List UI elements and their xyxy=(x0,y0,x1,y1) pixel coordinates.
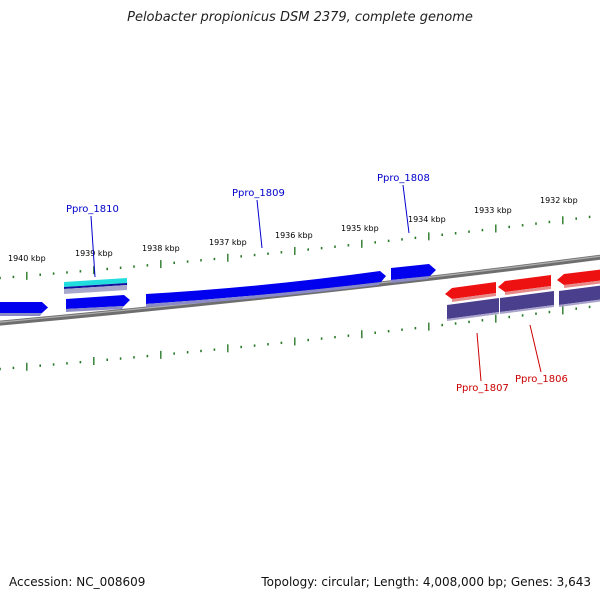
gene-ppro-1809[interactable] xyxy=(146,271,386,307)
gene-labels: Ppro_1810 Ppro_1809 Ppro_1808 Ppro_1807 … xyxy=(66,173,568,394)
gene-label-ppro-1806[interactable]: Ppro_1806 xyxy=(515,374,568,385)
forward-genes xyxy=(0,264,436,316)
genome-title: Pelobacter propionicus DSM 2379, complet… xyxy=(127,10,473,25)
gene-ppro-1807[interactable] xyxy=(445,282,499,321)
kbp-label: 1940 kbp xyxy=(8,254,46,263)
accession-label: Accession: NC_008609 xyxy=(9,575,146,589)
leader-line xyxy=(90,215,96,278)
gene-ppro-1810[interactable] xyxy=(66,295,130,312)
kbp-label: 1935 kbp xyxy=(341,224,379,233)
gene-ppro-1806[interactable] xyxy=(498,275,554,314)
gene-label-ppro-1810[interactable]: Ppro_1810 xyxy=(66,204,119,215)
reverse-genes xyxy=(445,269,600,321)
genome-summary: Topology: circular; Length: 4,008,000 bp… xyxy=(261,575,591,589)
kbp-label: 1932 kbp xyxy=(540,196,578,205)
leader-line xyxy=(476,332,482,382)
kbp-label: 1936 kbp xyxy=(275,231,313,240)
gene-ppro-1810-rna[interactable] xyxy=(64,278,127,294)
leader-line xyxy=(256,199,263,249)
kbp-label: 1933 kbp xyxy=(474,206,512,215)
gene-leader-lines xyxy=(90,184,542,382)
kbp-label: 1938 kbp xyxy=(142,244,180,253)
leader-line xyxy=(529,324,542,373)
gene-ppro-1808[interactable] xyxy=(391,264,436,283)
kbp-label: 1937 kbp xyxy=(209,238,247,247)
outer-tick-ruler xyxy=(0,215,591,280)
gene-arrow-reverse[interactable] xyxy=(557,269,600,307)
gene-arrow-forward[interactable] xyxy=(0,302,48,316)
gene-label-ppro-1807[interactable]: Ppro_1807 xyxy=(456,383,509,394)
inner-tick-ruler xyxy=(0,305,591,371)
kbp-label: 1934 kbp xyxy=(408,215,446,224)
leader-line xyxy=(402,184,410,234)
gene-label-ppro-1808[interactable]: Ppro_1808 xyxy=(377,173,430,184)
gene-label-ppro-1809[interactable]: Ppro_1809 xyxy=(232,188,285,199)
